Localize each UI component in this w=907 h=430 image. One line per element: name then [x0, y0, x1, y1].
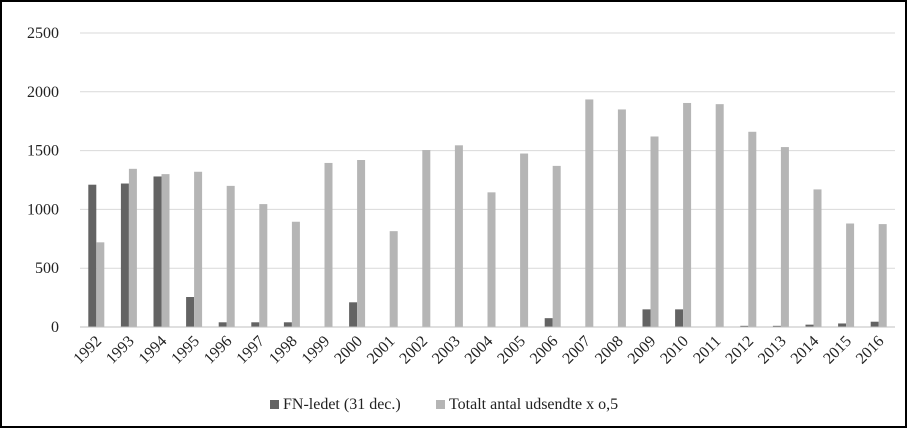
x-tick-label: 2009 [625, 333, 660, 368]
x-tick-label: 1996 [201, 333, 236, 368]
bar-fn-ledet-1992 [88, 184, 97, 327]
y-tick-label: 1500 [27, 143, 59, 160]
x-tick-label: 2003 [429, 333, 464, 368]
bar-fn-ledet-1994 [153, 176, 162, 327]
bar-totalt-2016 [878, 224, 887, 327]
bar-totalt-1993 [128, 168, 137, 327]
x-tick-label: 1998 [266, 333, 301, 368]
x-tick-label: 1997 [233, 333, 268, 368]
x-tick-label: 2001 [364, 333, 399, 368]
bar-totalt-1994 [161, 174, 170, 327]
bar-totalt-2001 [389, 231, 398, 327]
legend: FN-ledet (31 dec.) Totalt antal udsendte… [270, 396, 618, 413]
x-tick-label: 2011 [690, 333, 724, 367]
bar-totalt-1997 [259, 204, 268, 327]
bar-totalt-2015 [846, 223, 855, 327]
bar-fn-ledet-1998 [283, 322, 292, 327]
y-tick-label: 0 [51, 319, 59, 336]
bar-totalt-1995 [194, 171, 203, 327]
x-tick-label: 1992 [70, 333, 105, 368]
bar-fn-ledet-1993 [120, 183, 129, 327]
bar-totalt-2011 [715, 104, 724, 327]
y-axis-tick-labels: 0 500 1000 1500 2000 2500 [27, 25, 59, 336]
bar-totalt-2008 [617, 109, 626, 327]
x-tick-label: 2015 [820, 333, 855, 368]
legend-label-fn-ledet: FN-ledet (31 dec.) [283, 396, 401, 413]
bar-fn-ledet-2014 [805, 324, 814, 327]
bar-fn-ledet-2006 [544, 318, 553, 327]
legend-swatch-fn-ledet [270, 400, 279, 409]
bar-totalt-2004 [487, 192, 496, 327]
x-tick-label: 1995 [168, 333, 203, 368]
bar-fn-ledet-2016 [870, 321, 879, 327]
bar-fn-ledet-2012 [740, 325, 749, 327]
x-tick-label: 2004 [462, 333, 497, 368]
bar-totalt-2010 [683, 102, 692, 327]
bar-totalt-2013 [780, 147, 789, 327]
x-axis-tick-labels: 1992199319941995199619971998199920002001… [70, 333, 887, 368]
bar-fn-ledet-2013 [772, 325, 781, 327]
bar-totalt-1998 [291, 221, 300, 327]
bar-totalt-1992 [96, 242, 105, 327]
bar-totalt-2006 [552, 165, 561, 327]
bar-fn-ledet-1996 [218, 322, 227, 327]
bar-fn-ledet-2015 [838, 323, 847, 327]
x-tick-label: 2013 [755, 333, 790, 368]
x-tick-label: 1994 [136, 333, 171, 368]
bars [88, 99, 887, 327]
x-tick-label: 1999 [299, 333, 334, 368]
y-tick-label: 1000 [27, 201, 59, 218]
x-tick-label: 2000 [331, 333, 366, 368]
x-tick-label: 2005 [494, 333, 529, 368]
y-tick-label: 2000 [27, 84, 59, 101]
bar-fn-ledet-2009 [642, 309, 651, 327]
x-tick-label: 2016 [853, 333, 888, 368]
bar-fn-ledet-1997 [251, 322, 260, 327]
bar-fn-ledet-2000 [349, 302, 358, 327]
bar-totalt-2000 [357, 160, 366, 327]
bar-totalt-1996 [226, 185, 235, 327]
bar-totalt-2003 [454, 145, 463, 327]
bar-totalt-2005 [520, 153, 529, 327]
bar-totalt-1999 [324, 162, 333, 327]
legend-label-totalt: Totalt antal udsendte x o,5 [449, 396, 618, 413]
legend-swatch-totalt [436, 400, 445, 409]
bar-totalt-2007 [585, 99, 594, 327]
gridlines [80, 32, 895, 269]
x-tick-label: 2002 [396, 333, 431, 368]
bar-totalt-2012 [748, 131, 757, 327]
x-tick-label: 2010 [657, 333, 692, 368]
x-tick-label: 2012 [722, 333, 757, 368]
bar-totalt-2009 [650, 136, 659, 327]
x-tick-label: 1993 [103, 333, 138, 368]
x-tick-label: 2006 [527, 333, 562, 368]
x-tick-label: 2008 [592, 333, 627, 368]
y-tick-label: 2500 [27, 25, 59, 42]
x-tick-label: 2007 [559, 333, 594, 368]
bar-fn-ledet-1995 [186, 297, 195, 327]
bar-totalt-2002 [422, 150, 431, 327]
bar-totalt-2014 [813, 189, 822, 327]
bar-fn-ledet-2010 [675, 309, 684, 327]
y-tick-label: 500 [35, 260, 59, 277]
x-tick-label: 2014 [788, 333, 823, 368]
